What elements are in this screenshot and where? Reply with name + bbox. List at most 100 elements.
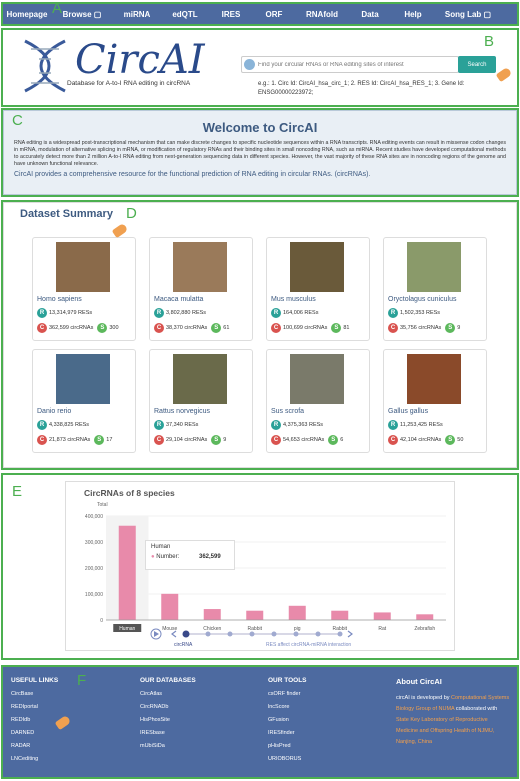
x-tick-label: Human [119,626,135,632]
s-badge-icon: S [445,435,456,445]
res-count: R 164,006 RESs [271,308,318,318]
res-count: R 4,338,825 RESs [37,420,89,430]
frame-f [1,665,519,779]
timeline-dot [249,631,255,637]
footer-tool-link[interactable]: pHisPred [268,743,291,749]
circ-count-text: 38,370 circRNAs [166,325,208,331]
res-count: R 37,340 RESs [154,420,198,430]
r-badge-icon: R [154,308,164,318]
search-icon [244,59,255,70]
res-count-text: 13,314,979 RESs [49,310,93,316]
circ-count-text: 35,756 circRNAs [400,325,442,331]
bar [373,612,391,620]
dataset-summary: Dataset Summary Homo sapiens R 13,314,979 … [3,202,517,468]
footer-link[interactable]: RADAR [11,743,31,749]
frame-b [1,28,519,107]
nav-browse[interactable]: Browse ▢ [62,9,102,19]
footer-tool-link[interactable]: IRESfinder [268,730,295,736]
species-card[interactable]: Macaca mulatta R 3,802,880 RESs C 38,370 cir… [149,237,253,341]
site-logo[interactable]: CircAI [75,37,205,83]
nav-mirna[interactable]: miRNA [123,9,151,19]
footer-tool-link[interactable]: URIOBORUS [268,756,302,762]
about-title: About CircAI [396,677,442,686]
r-badge-icon: R [37,420,47,430]
r-badge-icon: R [271,308,281,318]
species-card[interactable]: Homo sapiens R 13,314,979 RESs C 362,599 cir… [32,237,136,341]
species-card[interactable]: Sus scrofa R 4,375,363 RESs C 54,653 circRNA… [266,349,370,453]
timeline-dot [293,631,299,637]
circ-count-text: 42,104 circRNAs [400,437,442,443]
species-card[interactable]: Mus musculus R 164,006 RESs C 100,699 circRN… [266,237,370,341]
about-link[interactable]: State Key Laboratory of Reproductive Med… [396,717,495,745]
x-tick-label: Rat [378,626,386,632]
species-photo [173,242,227,292]
circ-count: C 362,599 circRNAs S 300 [37,323,119,333]
timeline-dot [227,631,233,637]
footer-link[interactable]: DARNED [11,730,35,736]
footer-db-link[interactable]: HisPhosSite [140,717,170,723]
s-count-text: 9 [457,325,461,331]
nav-ires[interactable]: IRES [221,9,241,19]
timeline-dot [337,631,343,637]
timeline-dot [271,631,277,637]
species-photo [290,354,344,404]
s-count-text: 9 [223,437,227,443]
footer-tool-link[interactable]: csORF finder [268,691,301,697]
search-button[interactable]: Search [458,56,496,73]
welcome-title: Welcome to CircAI [202,120,318,135]
species-name: Rattus norvegicus [154,408,211,415]
footer-db-link[interactable]: CircAtlas [140,691,163,697]
nav-edqtl[interactable]: edQTL [172,9,198,19]
r-badge-icon: R [37,308,47,318]
bar [118,525,136,620]
circ-count-text: 29,104 circRNAs [166,437,208,443]
about-link[interactable]: Computational Systems Biology Group of N… [396,695,510,712]
species-photo [290,242,344,292]
footer-tools: OUR TOOLS csORF finder lncScore GFusion … [268,677,307,769]
circ-count: C 29,104 circRNAs S 9 [154,435,226,445]
footer-tool-link[interactable]: GFusion [268,717,289,723]
c-badge-icon: C [271,323,281,333]
species-photo [173,354,227,404]
tooltip-value: 362,599 [198,554,221,560]
footer-db-link[interactable]: mUbiSiDa [140,743,165,749]
species-card[interactable]: Gallus gallus R 11,253,425 RESs C 42,104 cir… [383,349,487,453]
timeline-dot [205,631,211,637]
footer-link[interactable]: REDIdb [11,717,31,723]
frame-e [1,473,519,660]
c-badge-icon: C [388,435,398,445]
s-count-text: 6 [340,437,344,443]
species-name: Macaca mulatta [154,296,204,303]
nav-data[interactable]: Data [361,9,379,19]
footer-link[interactable]: LNCediting [11,756,39,762]
footer-link[interactable]: REDIportal [11,704,38,710]
nav-help[interactable]: Help [404,9,422,19]
x-tick-highlight [113,624,142,632]
r-badge-icon: R [271,420,281,430]
search-example: e.g.: 1. Circ Id: CircAI_hsa_circ_1; 2. … [258,81,465,96]
species-card[interactable]: Oryctolagus cuniculus R 1,502,353 RESs C 35,… [383,237,487,341]
footer-db-link[interactable]: IRESbase [140,730,165,736]
res-count-text: 1,502,353 RESs [400,310,441,316]
nav-rnafold[interactable]: RNAfold [306,9,338,19]
footer-tool-link[interactable]: lncScore [268,704,290,710]
res-count: R 4,375,363 RESs [271,420,323,430]
search-input[interactable] [241,56,459,73]
y-tick-label: 400,000 [85,514,103,520]
nav-homepage[interactable]: Homepage [6,9,48,19]
s-badge-icon: S [331,323,342,333]
nav-orf[interactable]: ORF [265,9,283,19]
species-card[interactable]: Danio rerio R 4,338,825 RESs C 21,873 circRN… [32,349,136,453]
nav-song-lab[interactable]: Song Lab ▢ [444,9,492,19]
s-count-text: 300 [109,325,119,331]
footer-db-link[interactable]: CircRNADb [140,704,169,710]
chart-panel: CircRNAs of 8 species Total 0 100,000 200,… [65,481,455,651]
s-badge-icon: S [445,323,456,333]
species-name: Homo sapiens [37,296,82,303]
welcome-section: Welcome to CircAI RNA editing is a wides… [3,110,517,195]
species-card[interactable]: Rattus norvegicus R 37,340 RESs C 29,104 cir… [149,349,253,453]
s-badge-icon: S [94,435,105,445]
bar [331,610,349,620]
r-badge-icon: R [388,420,398,430]
footer-link[interactable]: CircBase [11,691,34,697]
